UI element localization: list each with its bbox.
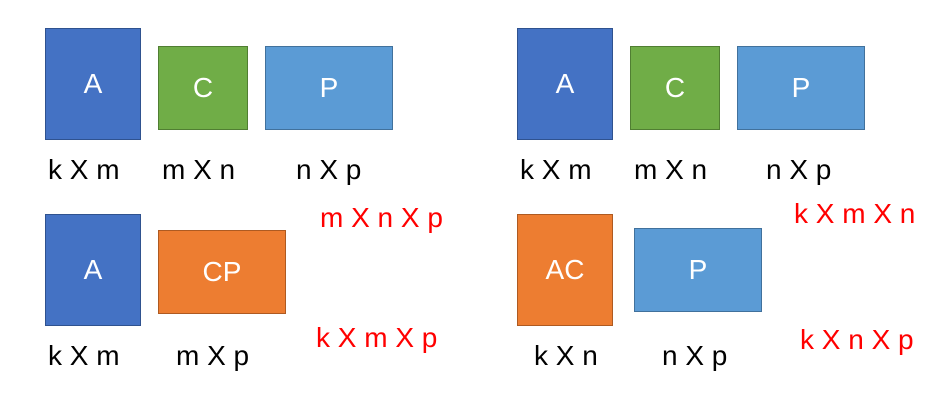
cost-a-cp: k X m X p — [316, 322, 438, 353]
matrix-a-box: A — [45, 28, 141, 140]
matrix-a-box: A — [45, 214, 141, 326]
product-cp-label: CP — [202, 256, 242, 287]
cost-cp: m X n X p — [320, 202, 443, 233]
dim-a: k X m — [520, 154, 592, 185]
dim-ac: k X n — [534, 340, 598, 371]
dim-cp: m X p — [176, 340, 250, 371]
product-ac-label: AC — [545, 254, 585, 285]
matrix-p-box: P — [265, 46, 393, 130]
product-ac-box: AC — [517, 214, 613, 326]
matrix-p-box: P — [634, 228, 762, 312]
dim-a: k X m — [48, 154, 120, 185]
matrix-a-label: A — [83, 68, 103, 99]
matrix-a-label: A — [83, 254, 103, 285]
dim-a: k X m — [48, 340, 120, 371]
matrix-a-box: A — [517, 28, 613, 140]
cost-ac: k X m X n — [794, 198, 916, 229]
dim-p: n X p — [766, 154, 832, 185]
matrix-p-label: P — [688, 254, 708, 285]
matrix-c-label: C — [664, 72, 686, 103]
cost-ac-p: k X n X p — [800, 324, 914, 355]
product-cp-box: CP — [158, 230, 286, 314]
matrix-c-label: C — [192, 72, 214, 103]
dim-p: n X p — [296, 154, 362, 185]
matrix-c-box: C — [630, 46, 720, 130]
matrix-p-label: P — [319, 72, 339, 103]
matrix-p-label: P — [791, 72, 811, 103]
matrix-a-label: A — [555, 68, 575, 99]
dim-c: m X n — [634, 154, 708, 185]
dim-c: m X n — [162, 154, 236, 185]
dim-p: n X p — [662, 340, 728, 371]
matrix-c-box: C — [158, 46, 248, 130]
matrix-p-box: P — [737, 46, 865, 130]
